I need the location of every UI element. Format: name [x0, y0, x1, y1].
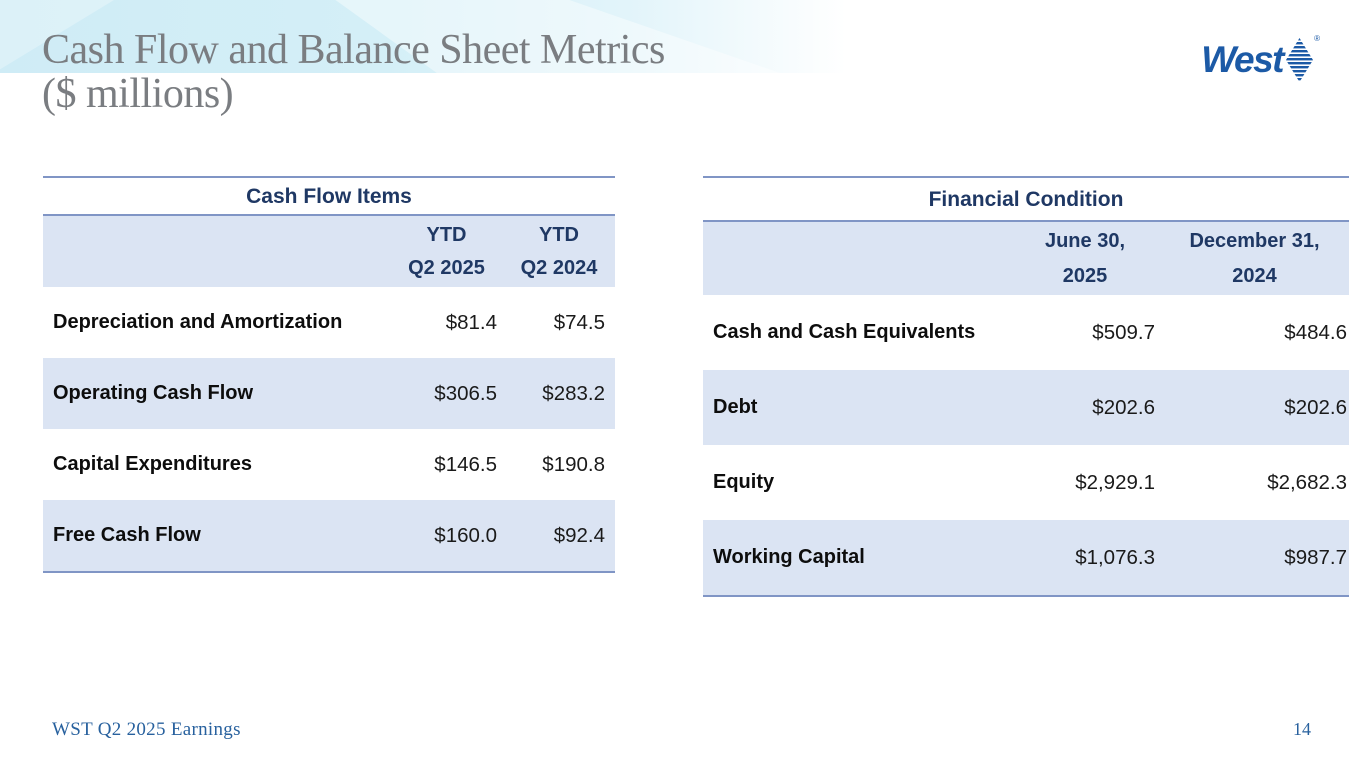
table-row-free-cash-flow: Free Cash Flow $160.0 $92.4: [43, 500, 615, 571]
west-logo: West ®: [1201, 34, 1320, 82]
financial-condition-table-title: Financial Condition: [703, 178, 1349, 222]
page-number: 14: [1293, 719, 1311, 739]
registered-trademark-symbol: ®: [1314, 34, 1320, 43]
table-row-working-capital: Working Capital $1,076.3 $987.7: [703, 520, 1349, 595]
page-title-line1: Cash Flow and Balance Sheet Metrics: [42, 27, 665, 73]
west-logo-diamond-icon: ®: [1286, 34, 1320, 82]
cash-flow-table: Cash Flow Items YTD Q2 2025 YTD Q2 2024 …: [43, 176, 615, 573]
table-row-equity: Equity $2,929.1 $2,682.3: [713, 470, 1347, 494]
cash-flow-table-header-row: YTD Q2 2025 YTD Q2 2024: [43, 216, 615, 287]
table-row-debt: Debt $202.6 $202.6: [703, 370, 1349, 445]
table-row-operating-cash-flow: Operating Cash Flow $306.5 $283.2: [43, 358, 615, 429]
header-decorative-band: [0, 0, 1365, 73]
footer-presentation-label: WST Q2 2025 Earnings: [52, 719, 241, 740]
col-header-ytd-q2-2024: YTD Q2 2024: [520, 223, 598, 279]
header-spacer-cell: [703, 222, 1010, 295]
cash-flow-table-title: Cash Flow Items: [43, 178, 615, 216]
header-spacer-cell: [43, 216, 390, 287]
col-header-ytd-q2-2025: YTD Q2 2025: [408, 223, 485, 279]
financial-condition-table-header-row: June 30, 2025 December 31, 2024: [703, 222, 1349, 295]
table-row-cash-and-cash-equivalents: Cash and Cash Equivalents $509.7 $484.6: [713, 320, 1347, 344]
col-header-june-30-2025: June 30, 2025: [1044, 229, 1126, 287]
table-row-capital-expenditures: Capital Expenditures $146.5 $190.8: [53, 452, 605, 476]
page-title-line2: ($ millions): [42, 71, 234, 117]
page-title: Cash Flow and Balance Sheet Metrics ($ m…: [42, 28, 665, 116]
financial-condition-table: Financial Condition June 30, 2025 Decemb…: [703, 176, 1349, 597]
west-logo-text: West: [1201, 39, 1284, 80]
col-header-december-31-2024: December 31, 2024: [1189, 229, 1320, 287]
table-row-depreciation-amortization: Depreciation and Amortization $81.4 $74.…: [53, 310, 605, 334]
